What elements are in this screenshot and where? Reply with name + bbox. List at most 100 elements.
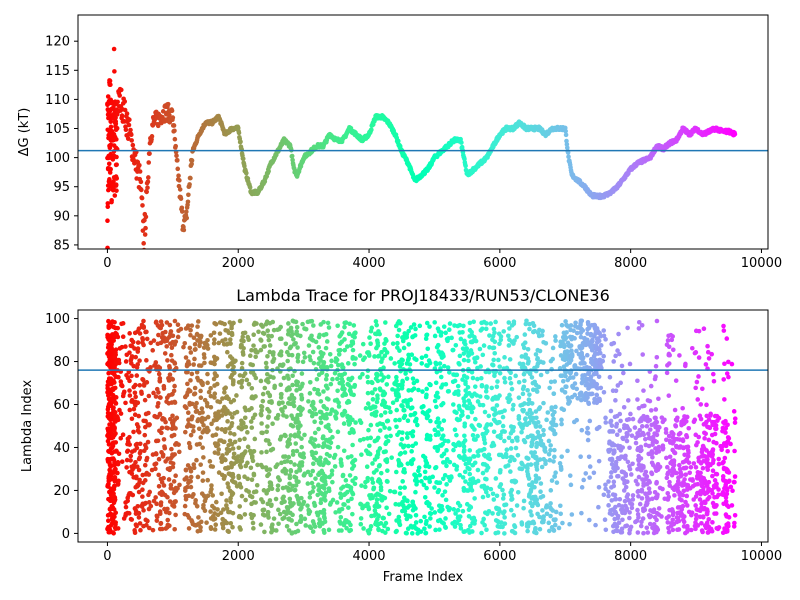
lambda-point	[405, 357, 411, 363]
lambda-point	[140, 494, 145, 499]
lambda-point	[409, 531, 415, 536]
delta-g-point	[244, 170, 249, 176]
delta-g-point	[107, 143, 112, 149]
lambda-point	[286, 454, 292, 460]
lambda-point	[635, 530, 641, 535]
lambda-point	[151, 338, 157, 343]
lambda-point	[541, 400, 546, 406]
lambda-point	[456, 388, 461, 394]
lambda-point	[700, 443, 706, 449]
lambda-point	[305, 481, 311, 486]
delta-g-point	[119, 113, 125, 118]
lambda-point	[237, 504, 243, 509]
delta-g-point	[146, 160, 152, 165]
lambda-point	[506, 333, 511, 339]
delta-g-point	[179, 205, 185, 211]
lambda-point	[315, 492, 321, 498]
lambda-point	[341, 492, 347, 498]
lambda-point	[490, 491, 496, 497]
lambda-point	[726, 478, 732, 484]
lambda-point	[326, 460, 331, 466]
lambda-point	[272, 383, 278, 389]
lambda-point	[680, 405, 685, 411]
lambda-point	[186, 417, 191, 423]
delta-g-y-tick-label: 90	[53, 209, 70, 224]
lambda-point	[418, 518, 424, 524]
lambda-point	[227, 438, 233, 444]
lambda-point	[510, 406, 516, 412]
lambda-point	[681, 519, 687, 525]
lambda-point	[302, 432, 307, 438]
lambda-point	[245, 430, 250, 435]
lambda-point	[711, 439, 716, 445]
lambda-point	[366, 350, 371, 355]
lambda-point	[449, 335, 454, 341]
lambda-point	[672, 436, 678, 442]
lambda-point	[454, 432, 459, 438]
lambda-point	[158, 520, 164, 526]
lambda-point	[527, 321, 532, 327]
lambda-point	[394, 378, 399, 384]
lambda-point	[129, 416, 135, 422]
lambda-point	[192, 342, 198, 347]
lambda-point	[494, 384, 500, 390]
lambda-point	[237, 525, 243, 530]
delta-g-point	[147, 151, 152, 156]
lambda-point	[630, 493, 636, 498]
delta-g-point	[107, 78, 113, 84]
lambda-point	[636, 326, 642, 331]
lambda-point	[670, 347, 676, 353]
lambda-point	[328, 363, 334, 369]
lambda-point	[224, 498, 229, 503]
lambda-point	[119, 459, 125, 464]
lambda-point	[306, 399, 311, 404]
delta-g-point	[369, 127, 374, 133]
delta-g-point	[107, 177, 112, 182]
lambda-point	[378, 484, 384, 490]
lambda-point	[722, 361, 727, 367]
lambda-point	[223, 457, 228, 463]
lambda-point	[508, 430, 514, 436]
lambda-point	[280, 516, 285, 522]
lambda-point	[347, 528, 352, 534]
delta-g-point	[566, 154, 571, 160]
lambda-point	[475, 376, 480, 382]
lambda-point	[132, 390, 138, 396]
delta-g-y-tick-label: 95	[53, 180, 70, 195]
lambda-point	[512, 338, 517, 343]
lambda-point	[117, 407, 122, 413]
lambda-point	[194, 408, 200, 414]
lambda-point	[427, 475, 433, 481]
lambda-point	[144, 358, 149, 363]
lambda-point	[558, 511, 563, 517]
lambda-point	[182, 511, 188, 517]
delta-g-point	[142, 232, 148, 237]
lambda-point	[521, 407, 526, 413]
lambda-point	[623, 484, 629, 490]
lambda-point	[602, 517, 608, 522]
lambda-point	[144, 329, 149, 335]
lambda-point	[253, 354, 258, 360]
lambda-point	[204, 400, 210, 406]
lambda-point	[480, 494, 486, 500]
delta-g-x-tick-label: 8000	[614, 256, 647, 271]
delta-g-point	[564, 145, 570, 151]
lambda-point	[307, 391, 313, 396]
lambda-point	[710, 520, 715, 525]
lambda-point	[186, 526, 192, 531]
lambda-point	[509, 438, 515, 444]
lambda-point	[144, 336, 150, 342]
lambda-point	[531, 420, 537, 425]
lambda-point	[537, 424, 543, 429]
lambda-point	[198, 519, 204, 525]
lambda-point	[237, 318, 243, 324]
lambda-point	[665, 520, 671, 525]
lambda-point	[647, 398, 653, 404]
delta-g-point	[563, 132, 569, 138]
lambda-point	[470, 375, 476, 381]
lambda-point	[200, 470, 206, 475]
lambda-point	[438, 333, 444, 338]
lambda-point	[244, 377, 250, 383]
lambda-point	[278, 434, 284, 440]
